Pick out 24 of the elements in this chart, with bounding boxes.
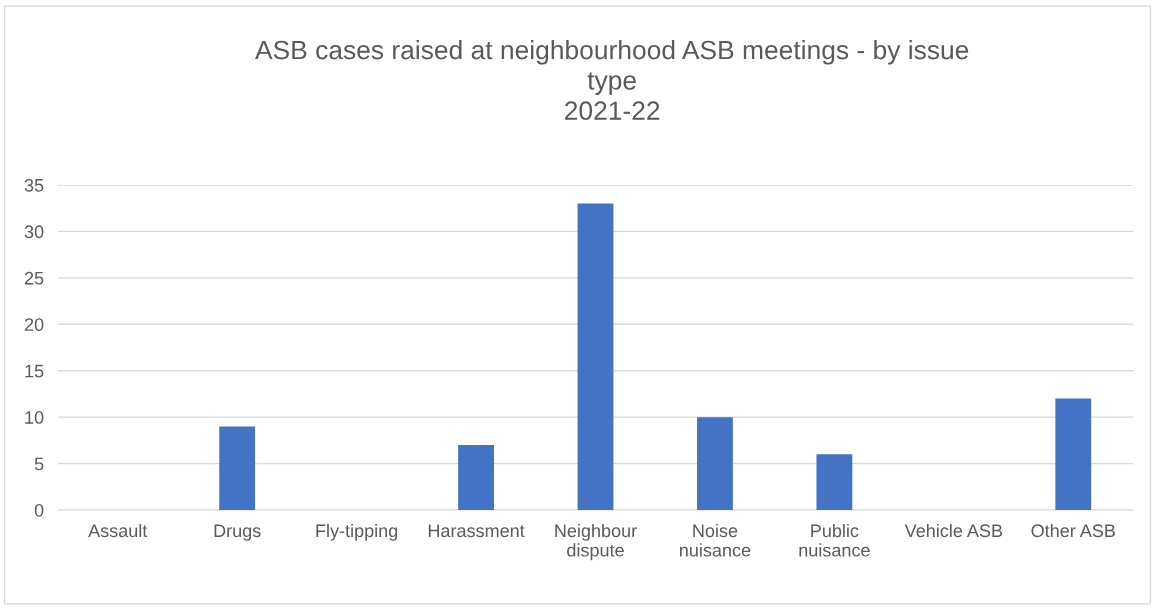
- x-tick-label: Other ASB: [1031, 523, 1115, 538]
- x-tick-label: Public nuisance: [799, 523, 870, 557]
- x-tick-label: Fly-tipping: [316, 523, 398, 541]
- bar: [697, 417, 733, 510]
- bar: [577, 203, 614, 510]
- y-tick-label: 20: [24, 318, 44, 332]
- x-tick-label: Drugs: [214, 524, 261, 541]
- y-tick-label: 25: [24, 271, 44, 285]
- bar: [816, 454, 853, 510]
- x-tick-label: Vehicle ASB: [904, 523, 1003, 538]
- x-tick-label: Noise nuisance: [680, 523, 751, 557]
- x-tick-label: Assault: [88, 523, 148, 538]
- y-tick-label: 15: [25, 364, 44, 378]
- bar: [1055, 398, 1092, 510]
- bar: [219, 426, 256, 510]
- chart-title: ASB cases raised at neighbourhood ASB meetings - by issue type 2021-22: [255, 40, 969, 121]
- x-tick-label: Harassment: [428, 524, 525, 538]
- y-tick-label: 30: [24, 225, 44, 239]
- y-tick-label: 0: [34, 503, 44, 517]
- y-tick-label: 10: [25, 411, 44, 424]
- bar: [458, 445, 494, 510]
- y-tick-label: 5: [34, 457, 44, 471]
- y-tick-label: 35: [24, 178, 44, 192]
- x-tick-label: Neighbour dispute: [555, 523, 637, 561]
